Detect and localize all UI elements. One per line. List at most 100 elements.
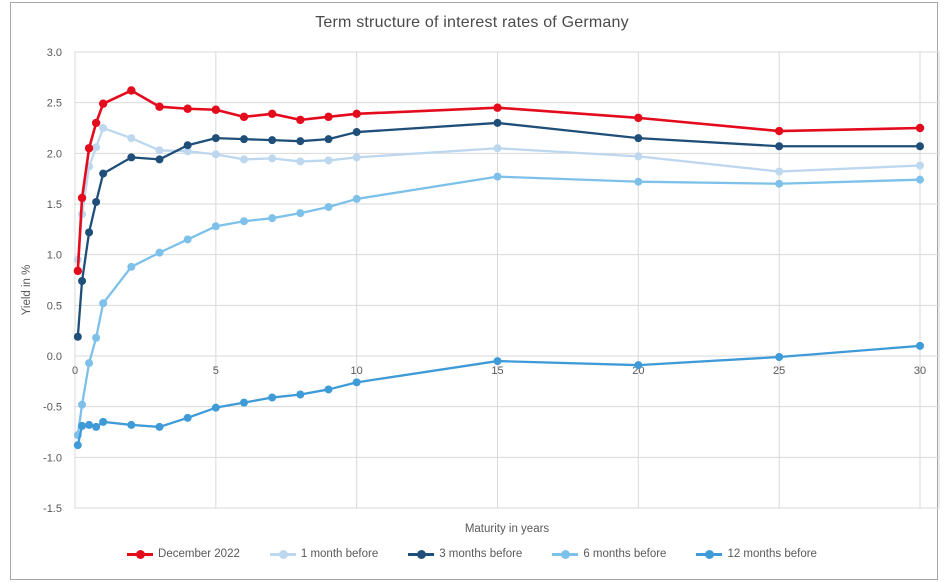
data-point-3-months-before: [493, 118, 502, 127]
data-point-12-months-before: [85, 420, 94, 429]
data-point-6-months-before: [85, 359, 94, 368]
chart-legend: December 2022 1 month before 3 months befo…: [0, 548, 944, 560]
data-point-1-month-before: [211, 150, 220, 159]
data-point-12-months-before: [268, 393, 277, 402]
data-point-december-2022: [98, 99, 108, 108]
data-point-6-months-before: [634, 177, 643, 186]
data-point-3-months-before: [352, 128, 361, 137]
legend-item-3-months-before: 3 months before: [408, 548, 522, 560]
series-line-3-months-before: [76, 121, 922, 338]
data-point-1-month-before: [155, 146, 164, 155]
data-point-december-2022: [296, 115, 305, 125]
legend-item-1-month-before: 1 month before: [269, 548, 379, 560]
chart-title: Term structure of interest rates of Germ…: [315, 14, 629, 31]
data-point-6-months-before: [127, 262, 136, 271]
data-point-1-month-before: [916, 161, 924, 170]
y-tick-label: -0.5: [43, 402, 62, 414]
y-tick-label: 0.5: [47, 300, 62, 312]
data-point-1-month-before: [352, 153, 361, 162]
data-point-12-months-before: [211, 403, 220, 412]
data-point-6-months-before: [92, 333, 101, 342]
y-tick-label: 2.0: [47, 148, 62, 160]
data-point-3-months-before: [78, 277, 87, 286]
x-tick-label: 0: [72, 365, 78, 377]
data-point-6-months-before: [211, 222, 220, 231]
data-point-december-2022: [324, 112, 333, 122]
data-point-3-months-before: [99, 169, 108, 178]
x-tick-label: 25: [773, 365, 785, 377]
data-point-6-months-before: [240, 217, 248, 226]
data-point-3-months-before: [183, 141, 192, 150]
data-point-3-months-before: [73, 332, 82, 341]
data-point-6-months-before: [99, 299, 108, 308]
data-point-3-months-before: [127, 153, 136, 162]
x-tick-label: 15: [491, 365, 503, 377]
data-point-3-months-before: [634, 134, 643, 143]
data-point-6-months-before: [268, 214, 277, 223]
data-point-december-2022: [77, 193, 87, 203]
data-point-1-month-before: [493, 144, 502, 153]
data-point-december-2022: [127, 86, 136, 95]
data-point-3-months-before: [240, 135, 248, 144]
legend-marker-icon: [269, 549, 296, 559]
y-axis-title: Yield in %: [21, 265, 33, 316]
data-point-3-months-before: [92, 197, 101, 206]
x-tick-label: 20: [632, 365, 644, 377]
series-line-december-2022: [76, 89, 922, 273]
data-point-1-month-before: [775, 167, 784, 176]
legend-marker-icon: [696, 549, 723, 559]
data-point-12-months-before: [92, 422, 101, 431]
data-point-1-month-before: [183, 147, 192, 156]
data-point-6-months-before: [916, 175, 924, 184]
data-point-3-months-before: [155, 155, 164, 164]
data-point-1-month-before: [99, 124, 108, 132]
data-point-6-months-before: [352, 194, 361, 203]
legend-marker-icon: [408, 549, 435, 559]
y-tick-label: -1.0: [43, 452, 62, 464]
data-point-12-months-before: [99, 417, 108, 426]
data-point-1-month-before: [92, 143, 101, 152]
data-point-12-months-before: [240, 398, 248, 407]
data-point-6-months-before: [493, 172, 502, 181]
data-point-1-month-before: [268, 154, 277, 163]
y-tick-label: 1.5: [47, 199, 62, 211]
x-tick-label: 10: [351, 365, 363, 377]
plot-border: [74, 51, 940, 509]
y-tick-label: 2.5: [47, 98, 62, 110]
data-point-december-2022: [267, 109, 277, 119]
legend-label: 12 months before: [727, 548, 817, 560]
data-point-12-months-before: [296, 390, 305, 399]
data-point-december-2022: [352, 109, 361, 119]
data-point-3-months-before: [268, 136, 277, 145]
data-point-6-months-before: [78, 400, 87, 409]
data-point-12-months-before: [493, 357, 502, 366]
data-point-december-2022: [634, 113, 643, 123]
data-point-december-2022: [915, 123, 925, 133]
data-point-12-months-before: [916, 341, 924, 350]
data-point-12-months-before: [634, 361, 643, 370]
data-point-12-months-before: [183, 413, 192, 422]
y-tick-label: -1.5: [43, 503, 62, 515]
data-point-12-months-before: [775, 353, 784, 362]
legend-item-6-months-before: 6 months before: [552, 548, 666, 560]
x-tick-label: 30: [914, 365, 926, 377]
data-point-december-2022: [774, 126, 784, 136]
data-point-1-month-before: [324, 156, 333, 165]
data-point-december-2022: [239, 112, 249, 122]
data-point-1-month-before: [127, 134, 136, 143]
data-point-3-months-before: [296, 137, 305, 146]
data-point-december-2022: [155, 102, 164, 111]
legend-label: 3 months before: [439, 548, 523, 560]
data-point-december-2022: [84, 144, 94, 153]
data-point-december-2022: [183, 104, 192, 113]
data-point-december-2022: [91, 118, 101, 128]
data-point-12-months-before: [127, 420, 136, 429]
data-point-12-months-before: [155, 422, 164, 431]
data-point-12-months-before: [324, 385, 333, 394]
data-point-6-months-before: [775, 179, 784, 188]
legend-label: 1 month before: [300, 548, 379, 560]
data-point-3-months-before: [916, 142, 924, 151]
data-point-1-month-before: [634, 152, 643, 161]
